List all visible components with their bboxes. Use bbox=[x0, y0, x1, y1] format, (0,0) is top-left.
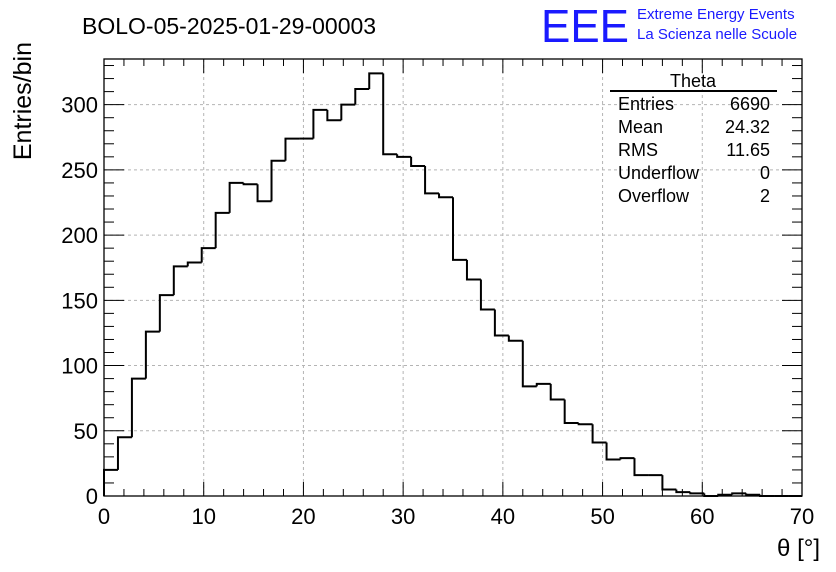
histogram-bin bbox=[605, 442, 621, 461]
histogram-bin bbox=[731, 492, 747, 495]
histogram-bin bbox=[214, 211, 230, 249]
histogram-bin bbox=[158, 294, 174, 332]
histogram-bin bbox=[452, 197, 467, 261]
y-tick-label: 100 bbox=[61, 354, 98, 379]
stats-value-mean: 24.32 bbox=[725, 117, 770, 137]
x-tick-label: 30 bbox=[391, 504, 415, 529]
histogram-bin bbox=[438, 193, 453, 199]
histogram-bin bbox=[354, 88, 370, 105]
stats-label-rms: RMS bbox=[618, 140, 658, 160]
stats-value-underflow: 0 bbox=[760, 163, 770, 183]
y-tick-label: 150 bbox=[61, 288, 98, 313]
y-axis-label: Entries/bin bbox=[9, 42, 37, 160]
histogram-bin bbox=[186, 261, 202, 267]
histogram-bin bbox=[633, 458, 649, 477]
histogram-bin bbox=[200, 247, 216, 263]
histogram-bin bbox=[172, 265, 188, 296]
stats-value-entries: 6690 bbox=[730, 94, 770, 114]
histogram-bin bbox=[144, 330, 160, 379]
histogram-bin bbox=[619, 457, 635, 460]
stats-value-rms: 11.65 bbox=[726, 140, 770, 160]
histogram-bin bbox=[577, 422, 593, 426]
histogram-bin bbox=[270, 159, 286, 202]
histogram-bin bbox=[507, 335, 523, 342]
histogram-bin bbox=[479, 279, 495, 311]
histogram-bin bbox=[521, 340, 537, 388]
stats-title: Theta bbox=[670, 71, 717, 91]
histogram-bin bbox=[130, 377, 146, 438]
axis-ticks bbox=[103, 59, 803, 497]
histogram-bin bbox=[116, 436, 132, 470]
y-tick-label: 50 bbox=[74, 419, 98, 444]
y-tick-label: 0 bbox=[86, 484, 98, 509]
eee-logo: EEE Extreme Energy Events La Scienza nel… bbox=[541, 0, 797, 52]
x-tick-label: 0 bbox=[98, 504, 110, 529]
histogram-bin bbox=[745, 493, 761, 496]
histogram-bin bbox=[368, 72, 384, 90]
x-tick-label: 70 bbox=[790, 504, 814, 529]
histogram-bin bbox=[284, 137, 300, 161]
histogram-bin bbox=[493, 309, 509, 337]
histogram-bin bbox=[410, 156, 426, 167]
eee-logo-line2: La Scienza nelle Scuole bbox=[637, 26, 797, 43]
histogram-bin bbox=[563, 399, 579, 424]
histogram-bin bbox=[549, 383, 565, 401]
grid bbox=[104, 59, 802, 496]
histogram-bin bbox=[312, 108, 328, 139]
histogram-bin bbox=[465, 259, 481, 281]
x-tick-label: 50 bbox=[590, 504, 614, 529]
histogram-bin bbox=[535, 382, 551, 387]
chart-title: BOLO-05-2025-01-29-00003 bbox=[82, 13, 376, 39]
stats-label-underflow: Underflow bbox=[618, 163, 700, 183]
histogram-bin bbox=[675, 489, 691, 494]
histogram-bin bbox=[591, 424, 607, 444]
histogram-bin bbox=[661, 475, 677, 491]
plot-frame bbox=[103, 58, 803, 497]
y-tick-label: 300 bbox=[61, 93, 98, 118]
x-tick-label: 20 bbox=[291, 504, 315, 529]
y-tick-label: 250 bbox=[61, 158, 98, 183]
histogram-bin bbox=[424, 165, 440, 195]
histogram-bin bbox=[396, 154, 412, 158]
x-tick-label: 60 bbox=[690, 504, 714, 529]
stats-label-entries: Entries bbox=[618, 94, 674, 114]
histogram-bin bbox=[340, 103, 356, 121]
x-tick-label: 40 bbox=[491, 504, 515, 529]
stats-value-overflow: 2 bbox=[760, 186, 770, 206]
histogram-bin bbox=[689, 492, 705, 495]
histogram-bin bbox=[256, 184, 272, 203]
x-tick-label: 10 bbox=[191, 504, 215, 529]
x-axis-label: θ [°] bbox=[777, 535, 820, 562]
eee-logo-line1: Extreme Energy Events bbox=[637, 6, 795, 23]
stats-label-overflow: Overflow bbox=[618, 186, 690, 206]
histogram-bin bbox=[242, 182, 258, 186]
stats-label-mean: Mean bbox=[618, 117, 663, 137]
eee-logo-mark: EEE bbox=[541, 0, 629, 52]
y-tick-label: 200 bbox=[61, 223, 98, 248]
histogram-bin bbox=[326, 109, 342, 122]
histogram bbox=[103, 72, 802, 497]
histogram-bin bbox=[228, 181, 244, 213]
histogram-bin bbox=[382, 73, 398, 156]
stats-box: Theta Entries 6690 Mean 24.32 RMS 11.65 … bbox=[610, 71, 777, 206]
